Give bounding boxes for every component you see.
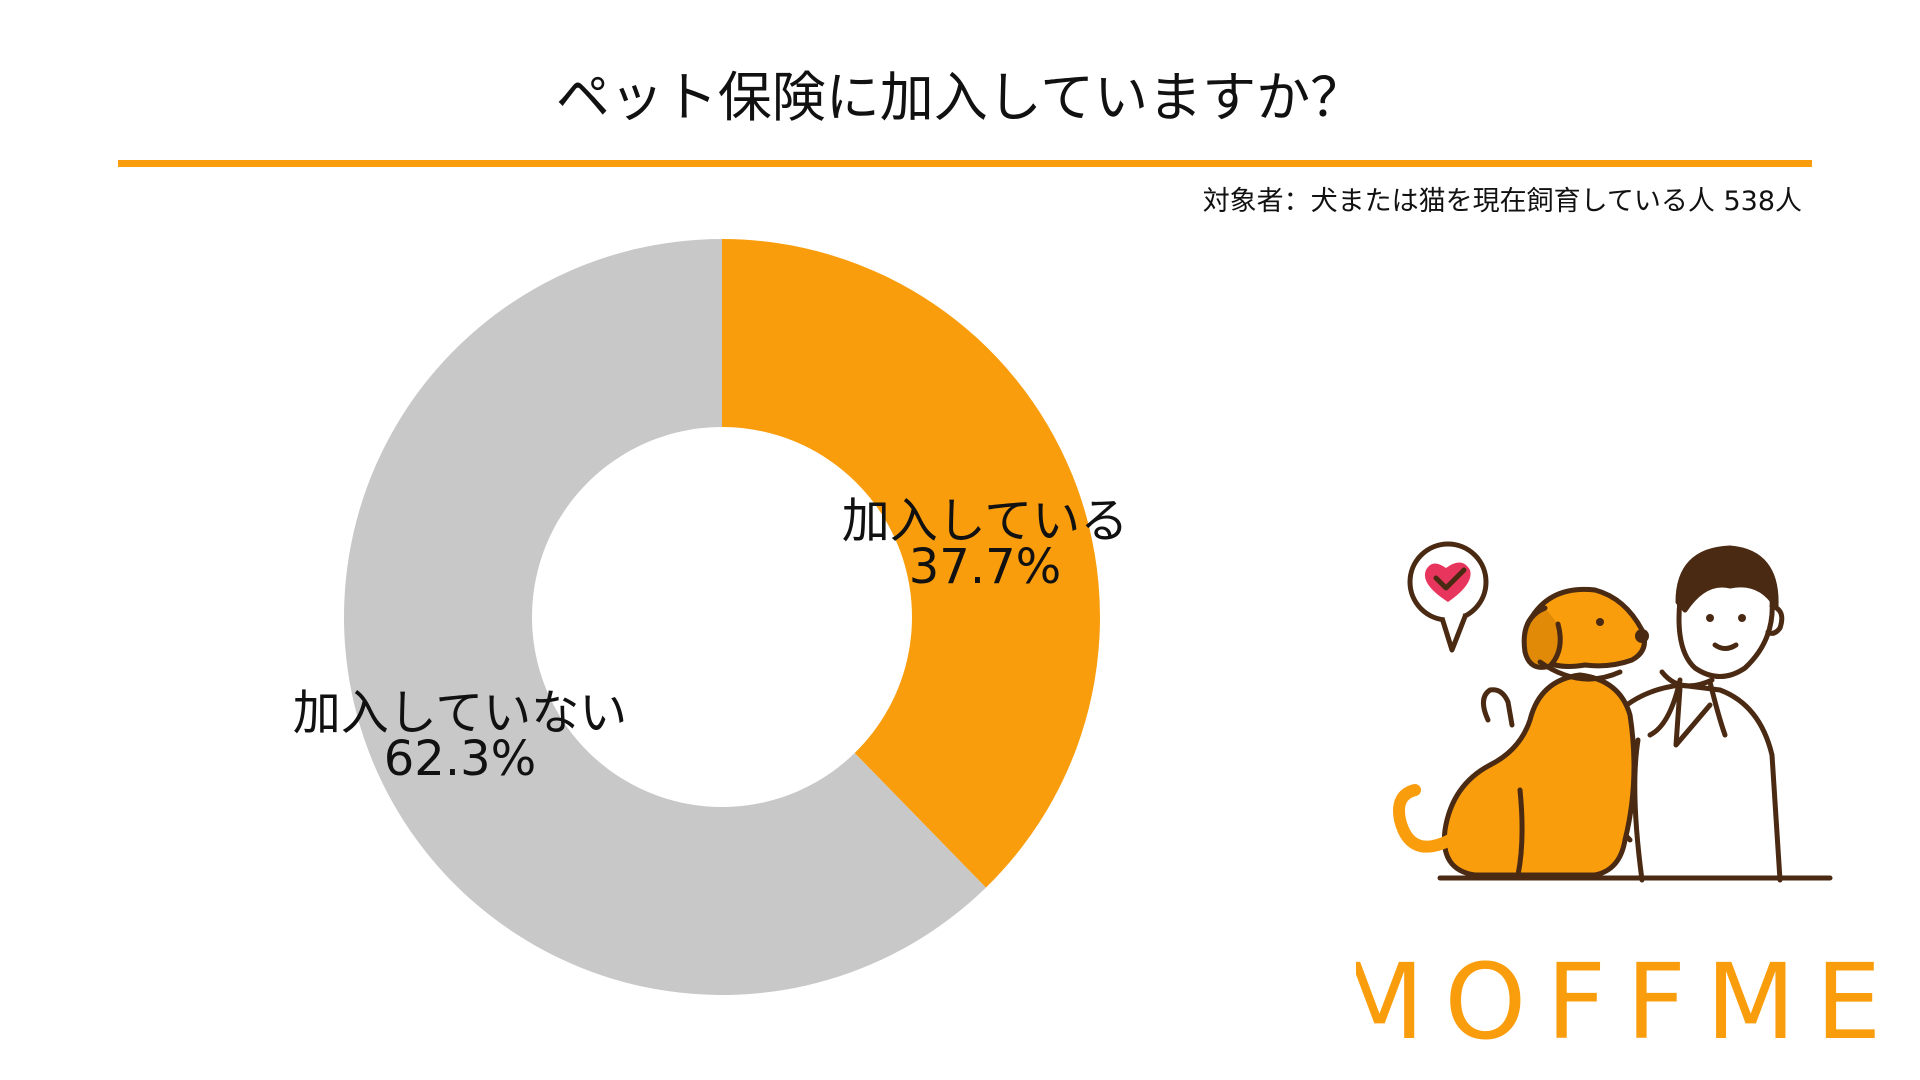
- slice-value-label: 37.7%: [908, 539, 1062, 595]
- donut-slice-enrolled: [722, 239, 1100, 888]
- svg-text:MOFFME: MOFFME: [1356, 946, 1880, 1056]
- chart-subtitle: 対象者：犬または猫を現在飼育している人 538人: [1202, 186, 1802, 217]
- slice-label-enrolled: 加入している 37.7%: [842, 497, 1129, 595]
- donut-slice-not-enrolled: [343, 239, 986, 995]
- veterinarian-with-dog-icon: [1393, 541, 1833, 883]
- moffme-logo: MOFFME: [1356, 946, 1880, 1056]
- slice-label-text: 加入している: [841, 493, 1129, 549]
- slice-label-not-enrolled: 加入していない 62.3%: [293, 689, 628, 787]
- chart-title: ペット保険に加入していますか？: [555, 66, 1365, 129]
- heart-check-icon: [1407, 541, 1489, 653]
- slice-value-label: 62.3%: [383, 731, 537, 787]
- title-divider: [118, 160, 1812, 167]
- slice-label-text: 加入していない: [292, 685, 628, 741]
